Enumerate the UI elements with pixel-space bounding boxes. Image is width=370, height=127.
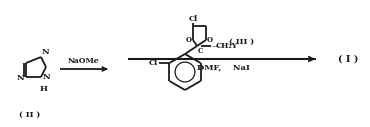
Text: ( III ): ( III ) (229, 38, 254, 46)
Text: Cl: Cl (188, 15, 198, 23)
Text: N: N (43, 73, 51, 81)
Text: —: — (212, 42, 220, 50)
Text: ( II ): ( II ) (19, 111, 41, 119)
Text: Cl: Cl (148, 59, 157, 67)
Text: O: O (207, 36, 213, 44)
Text: N: N (16, 74, 24, 82)
Text: NaOMe: NaOMe (68, 57, 100, 65)
Text: CH₂Y: CH₂Y (216, 42, 238, 50)
Text: N: N (42, 48, 50, 56)
Text: H: H (40, 85, 48, 93)
Text: ( I ): ( I ) (338, 54, 358, 64)
Text: DMF,    NaI: DMF, NaI (196, 64, 249, 72)
Text: C: C (198, 47, 204, 55)
Text: O: O (186, 36, 192, 44)
